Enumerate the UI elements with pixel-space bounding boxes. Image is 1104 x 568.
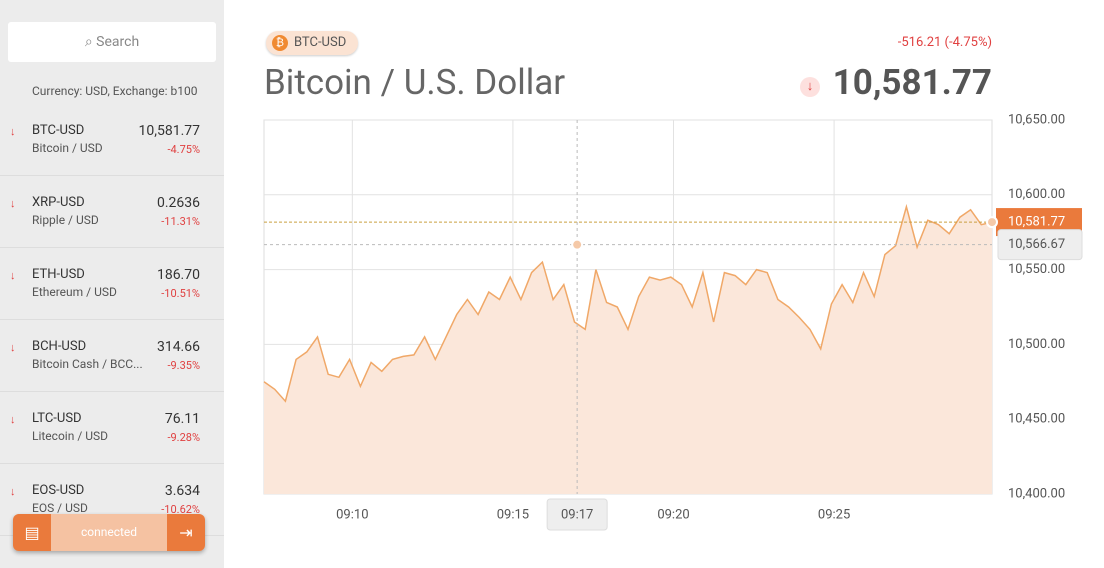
x-tick-label: 09:15 [497, 507, 529, 522]
ticker-item[interactable]: ↓ ETH-USD Ethereum / USD 186.70 -10.51% [0, 247, 224, 320]
bitcoin-icon: ₿ [272, 35, 288, 51]
current-price-dot [986, 216, 998, 229]
down-icon: ↓ [10, 485, 16, 498]
x-tick-label: 09:20 [657, 507, 689, 522]
ticker-name: Bitcoin / USD [32, 141, 103, 155]
y-tick-label: 10,500.00 [1008, 337, 1065, 352]
chat-button[interactable]: ▤ [13, 514, 51, 551]
pair-title: Bitcoin / U.S. Dollar [264, 62, 566, 103]
ticker-name: Bitcoin Cash / BCC... [32, 357, 143, 371]
down-icon: ↓ [10, 269, 16, 282]
ticker-change: -9.28% [167, 431, 200, 444]
down-icon: ↓ [10, 125, 16, 138]
ticker-price: 186.70 [156, 267, 200, 283]
status-text: connected [80, 525, 138, 539]
ticker-item[interactable]: ↓ XRP-USD Ripple / USD 0.2636 -11.31% [0, 175, 224, 248]
x-tick-label: 09:10 [336, 507, 368, 522]
ticker-symbol: ETH-USD [32, 267, 85, 282]
ticker-price: 0.2636 [156, 195, 200, 211]
area [264, 206, 992, 495]
ticker-symbol: BTC-USD [32, 123, 85, 138]
current-price-label: 10,581.77 [1008, 215, 1065, 230]
ticker-price: 3.634 [164, 483, 200, 499]
hover-time-box [546, 498, 608, 531]
y-tick-label: 10,600.00 [1008, 187, 1065, 202]
down-icon: ↓ [10, 197, 16, 210]
ticker-name: Ethereum / USD [32, 285, 117, 299]
ticker-name: Litecoin / USD [32, 429, 109, 443]
ticker-price: 314.66 [156, 339, 200, 355]
ticker-symbol: EOS-USD [32, 483, 85, 498]
ticker-symbol: BCH-USD [32, 339, 87, 354]
ticker-name: Ripple / USD [32, 213, 99, 227]
ticker-symbol: XRP-USD [32, 195, 85, 210]
y-tick-label: 10,650.00 [1008, 112, 1065, 127]
status-bar: ▤ connected ⇥ [13, 514, 205, 551]
ticker-change: -9.35% [167, 359, 200, 372]
ticker-item[interactable]: ↓ BTC-USD Bitcoin / USD 10,581.77 -4.75% [0, 103, 224, 176]
ticker-symbol: LTC-USD [32, 411, 82, 426]
ticker-name: EOS / USD [32, 501, 88, 515]
search-box[interactable]: ⌕ Search [8, 22, 216, 62]
ticker-price: 76.11 [164, 411, 200, 427]
price-change: -516.21 (-4.75%) [897, 35, 992, 50]
ticker-change: -4.75% [167, 143, 200, 156]
hover-price-box [997, 229, 1083, 261]
y-tick-label: 10,550.00 [1008, 262, 1065, 277]
y-tick-label: 10,450.00 [1008, 412, 1065, 427]
currency-info: Currency: USD, Exchange: b100 [32, 84, 198, 98]
ticker-price: 10,581.77 [138, 123, 200, 139]
chart: 10,400.00 10,450.00 10,500.00 10,550.00 10,6… [263, 112, 1083, 531]
down-icon: ↓ [800, 77, 820, 97]
hover-dot [571, 238, 584, 251]
ticker-change: -10.62% [161, 503, 200, 516]
logout-button[interactable]: ⇥ [167, 514, 205, 551]
y-tick-label: 10,400.00 [1008, 486, 1065, 501]
down-icon: ↓ [10, 413, 16, 426]
ticker-change: -11.31% [161, 215, 200, 228]
badge-text: BTC-USD [294, 35, 347, 50]
ticker-change: -10.51% [161, 287, 200, 300]
down-icon: ↓ [10, 341, 16, 354]
current-price: 10,581.77 [832, 62, 992, 103]
symbol-badge[interactable]: ₿ BTC-USD [266, 31, 359, 55]
ticker-item[interactable]: ↓ LTC-USD Litecoin / USD 76.11 -9.28% [0, 391, 224, 464]
hover-price-label: 10,566.67 [1008, 237, 1065, 252]
price-line [263, 203, 993, 403]
sidebar: ⌕ Search Currency: USD, Exchange: b100 ↓… [0, 0, 224, 568]
ticker-item[interactable]: ↓ BCH-USD Bitcoin Cash / BCC... 314.66 -9.35… [0, 319, 224, 392]
search-placeholder: Search [96, 34, 140, 50]
hover-time-label: 09:17 [561, 507, 593, 522]
x-tick-label: 09:25 [818, 507, 850, 522]
